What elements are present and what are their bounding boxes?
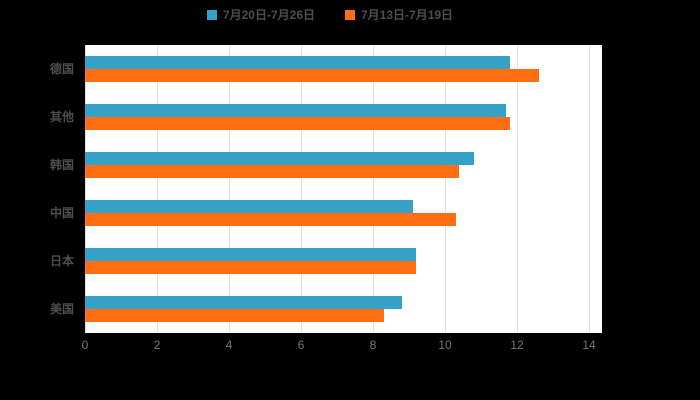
legend-item-week2[interactable]: 7月20日-7月26日 — [206, 6, 315, 23]
gridline — [301, 45, 302, 333]
gridline — [157, 45, 158, 333]
legend-swatch-orange — [345, 9, 355, 20]
x-tick-label: 0 — [81, 338, 89, 352]
x-tick-label: 10 — [438, 338, 452, 352]
bar-series-0 — [85, 152, 474, 165]
bar-series-0 — [85, 200, 413, 213]
gridline — [589, 45, 590, 333]
bar-series-1 — [85, 117, 510, 130]
bar-series-1 — [85, 309, 384, 322]
bar-series-1 — [85, 165, 460, 178]
legend-label: 7月13日-7月19日 — [361, 8, 454, 22]
category-label: 德国 — [49, 62, 74, 76]
legend-swatch-blue — [206, 9, 217, 20]
x-tick-label: 4 — [225, 338, 233, 352]
bar-series-0 — [85, 296, 402, 309]
bar-series-0 — [85, 104, 507, 117]
x-tick-label: 2 — [153, 338, 161, 352]
x-tick-label: 14 — [582, 338, 596, 352]
gridline — [85, 45, 86, 333]
x-tick-label: 8 — [369, 338, 377, 352]
chart-legend: 7月20日-7月26日 7月13日-7月19日 — [0, 6, 660, 23]
category-label: 日本 — [49, 254, 74, 268]
gridline — [373, 45, 374, 333]
plot-area — [85, 45, 602, 333]
legend-label: 7月20日-7月26日 — [222, 8, 315, 22]
category-label: 中国 — [49, 206, 74, 220]
category-label: 美国 — [49, 302, 74, 316]
gridline — [229, 45, 230, 333]
x-tick-label: 6 — [297, 338, 305, 352]
bar-series-1 — [85, 213, 456, 226]
gridline — [445, 45, 446, 333]
bar-series-1 — [85, 261, 417, 274]
bar-series-0 — [85, 248, 417, 261]
bar-series-0 — [85, 56, 510, 69]
legend-item-week1[interactable]: 7月13日-7月19日 — [345, 6, 453, 23]
bar-series-1 — [85, 69, 539, 82]
category-label: 韩国 — [49, 158, 74, 172]
x-tick-label: 12 — [510, 338, 524, 352]
category-label: 其他 — [49, 110, 74, 124]
gridline — [517, 45, 518, 333]
